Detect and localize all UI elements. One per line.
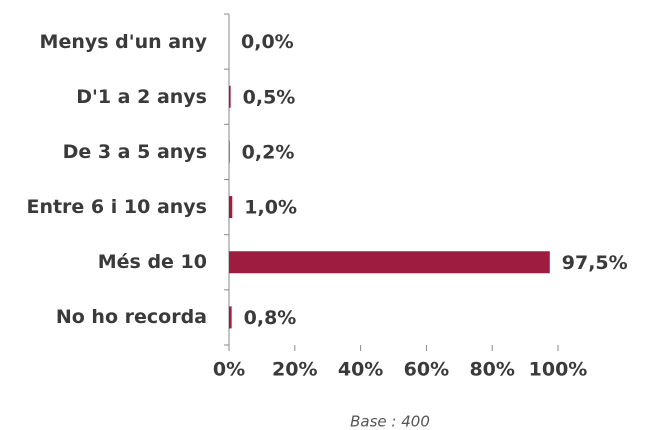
bar [229, 85, 231, 108]
x-tick-label: 100% [529, 359, 588, 381]
bar [229, 251, 550, 274]
value-label: 0,8% [244, 307, 297, 329]
x-tick-label: 20% [272, 359, 317, 381]
category-label-box: No ho recorda [2, 305, 207, 329]
annotation: Base : 400 [350, 413, 430, 430]
category-label: Més de 10 [97, 251, 207, 274]
value-label: 0,2% [242, 141, 295, 163]
category-label-box: Més de 10 [2, 250, 207, 274]
category-label-box: De 3 a 5 anys [2, 140, 207, 164]
category-label-box: Menys d'un any [2, 30, 207, 54]
value-label: 1,0% [244, 197, 297, 219]
x-tick-label: 80% [469, 359, 514, 381]
bar [229, 196, 233, 219]
value-label: 97,5% [562, 252, 628, 274]
category-label-box: D'1 a 2 anys [2, 85, 207, 109]
category-label: Entre 6 i 10 anys [26, 196, 207, 219]
category-label: Menys d'un any [39, 30, 207, 53]
value-label: 0,5% [243, 86, 296, 108]
category-label: De 3 a 5 anys [62, 140, 207, 163]
x-tick-label: 40% [338, 359, 383, 381]
category-label-box: Entre 6 i 10 anys [2, 195, 207, 219]
x-tick-label: 60% [404, 359, 449, 381]
category-label: No ho recorda [55, 306, 207, 329]
category-label: D'1 a 2 anys [76, 85, 207, 108]
x-tick-label: 0% [213, 359, 245, 381]
value-label: 0,0% [241, 31, 294, 53]
bar [229, 306, 232, 329]
bar [229, 140, 230, 163]
